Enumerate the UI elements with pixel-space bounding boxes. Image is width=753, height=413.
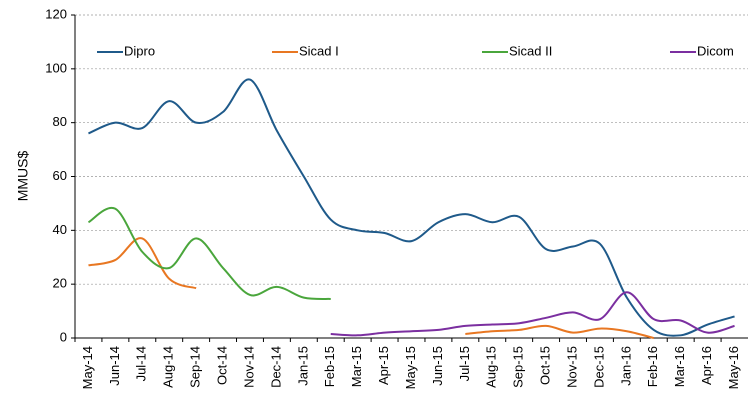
x-tick-label: Dec-14	[268, 346, 283, 388]
y-tick-label: 20	[53, 276, 67, 291]
y-tick-label: 0	[60, 329, 67, 344]
series-line	[88, 237, 655, 339]
x-tick-label: Oct-14	[214, 346, 229, 385]
legend-label: Dicom	[697, 43, 734, 58]
x-tick-label: Sep-14	[188, 346, 203, 388]
x-tick-label: Sep-15	[511, 346, 526, 388]
y-tick-label: 60	[53, 168, 67, 183]
y-tick-label: 100	[45, 60, 67, 75]
x-tick-label: Feb-16	[645, 346, 660, 387]
y-tick-label: 120	[45, 6, 67, 21]
x-tick-label: May-14	[80, 346, 95, 389]
x-tick-label: Jun-14	[107, 346, 122, 386]
legend-label: Dipro	[124, 43, 155, 58]
series-line	[330, 291, 735, 337]
x-tick-label: Nov-15	[564, 346, 579, 388]
x-tick-label: May-15	[403, 346, 418, 389]
x-tick-label: Aug-14	[161, 346, 176, 388]
y-tick-label: 80	[53, 114, 67, 129]
x-tick-label: Apr-15	[376, 346, 391, 385]
x-tick-label: Apr-16	[699, 346, 714, 385]
x-tick-label: May-16	[726, 346, 741, 389]
x-tick-label: Feb-15	[322, 346, 337, 387]
legend-label: Sicad II	[509, 43, 552, 58]
x-tick-label: Dec-15	[591, 346, 606, 388]
x-tick-label: Nov-14	[241, 346, 256, 388]
x-tick-label: Oct-15	[538, 346, 553, 385]
x-tick-label: Jul-15	[457, 346, 472, 381]
x-tick-label: Jul-14	[134, 346, 149, 381]
legend-label: Sicad I	[299, 43, 339, 58]
series-line	[88, 78, 735, 337]
x-tick-label: Mar-16	[672, 346, 687, 387]
x-tick-label: Mar-15	[349, 346, 364, 387]
x-tick-label: Jun-15	[430, 346, 445, 386]
x-tick-label: Aug-15	[484, 346, 499, 388]
y-tick-label: 40	[53, 222, 67, 237]
y-axis-label: MMUS$	[15, 151, 31, 202]
x-tick-label: Jan-15	[295, 346, 310, 386]
series-line	[87, 206, 331, 300]
x-tick-label: Jan-16	[618, 346, 633, 386]
